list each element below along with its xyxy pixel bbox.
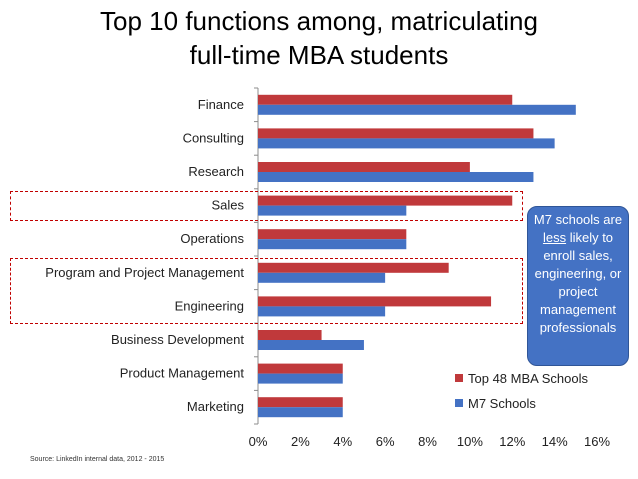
bar-top48 <box>258 330 322 340</box>
bar-top48 <box>258 296 492 307</box>
bar-m7 <box>258 104 576 115</box>
bar-m7 <box>258 340 364 350</box>
project-engineering-highlight-box <box>10 258 523 324</box>
callout-text-start: M7 schools are <box>533 212 623 227</box>
bar-m7 <box>258 373 343 384</box>
legend-swatch <box>455 374 463 382</box>
category-label: Marketing <box>187 399 244 414</box>
callout-text-end: likely to enroll sales, engineering, or … <box>534 230 622 335</box>
category-label: Research <box>188 164 244 179</box>
bar-m7 <box>258 306 386 317</box>
legend-swatch <box>455 399 463 407</box>
bar-m7 <box>258 407 343 418</box>
x-tick-label: 16% <box>584 434 610 449</box>
category-label: Engineering <box>175 298 244 313</box>
chart-title-line-1: Top 10 functions among, matriculating <box>100 6 538 36</box>
x-tick-label: 8% <box>418 434 437 449</box>
sales-highlight-box <box>10 191 523 221</box>
x-tick-label: 10% <box>457 434 483 449</box>
legend-label: Top 48 MBA Schools <box>468 371 588 386</box>
x-tick-label: 12% <box>499 434 525 449</box>
callout-emphasis: less <box>542 230 567 245</box>
legend-label: M7 Schools <box>468 396 536 411</box>
bar-top48 <box>258 397 343 408</box>
bar-m7 <box>258 205 407 216</box>
category-label: Sales <box>211 198 244 213</box>
category-label: Operations <box>180 231 244 246</box>
bar-m7 <box>258 138 555 149</box>
m7-callout-box: M7 schools are less likely to enroll sal… <box>527 206 629 366</box>
bar-top48 <box>258 262 449 273</box>
x-tick-label: 4% <box>333 434 352 449</box>
chart-title: Top 10 functions among, matriculating fu… <box>0 4 638 72</box>
source-note: Source: LinkedIn internal data, 2012 - 2… <box>30 456 165 463</box>
x-tick-label: 14% <box>542 434 568 449</box>
bar-top48 <box>258 195 513 206</box>
bar-top48 <box>258 94 513 105</box>
category-label: Finance <box>198 97 244 112</box>
category-label: Consulting <box>183 130 244 145</box>
bar-m7 <box>258 172 534 182</box>
x-tick-label: 0% <box>249 434 268 449</box>
bar-top48 <box>258 363 343 374</box>
category-label: Program and Project Management <box>45 265 244 280</box>
x-tick-label: 6% <box>376 434 395 449</box>
bar-top48 <box>258 128 534 139</box>
chart-title-line-2: full-time MBA students <box>189 40 449 70</box>
bar-top48 <box>258 162 470 172</box>
category-label: Product Management <box>120 366 245 381</box>
bar-top48 <box>258 229 407 240</box>
bar-m7 <box>258 239 407 250</box>
category-label: Business Development <box>111 332 244 347</box>
bar-m7 <box>258 272 386 283</box>
x-tick-label: 2% <box>291 434 310 449</box>
